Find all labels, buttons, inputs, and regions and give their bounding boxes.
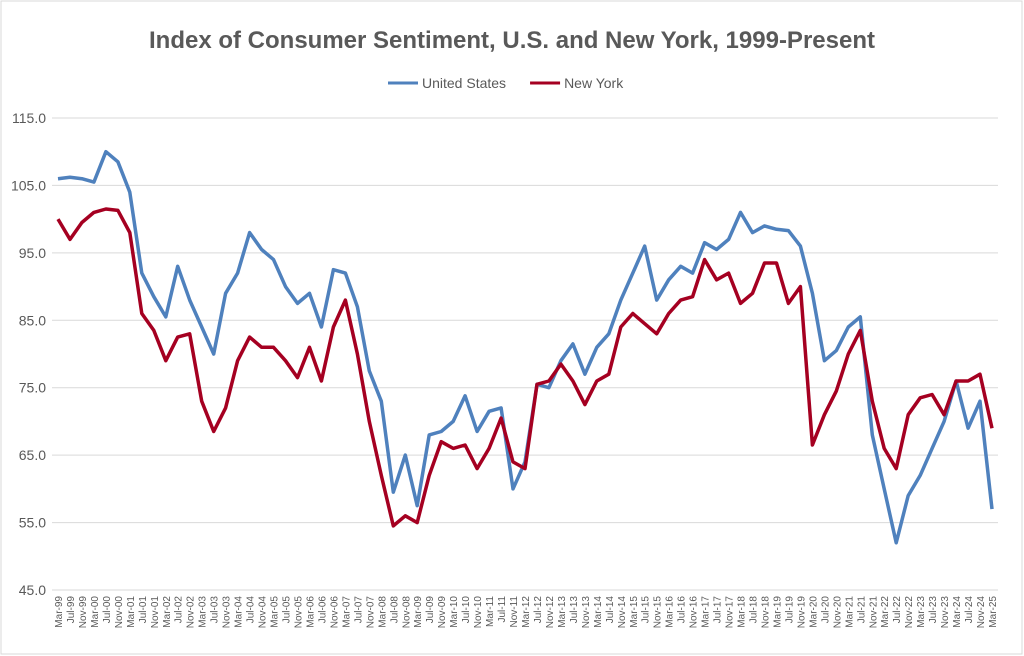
legend-label: New York [564, 75, 624, 91]
x-tick-label: Mar-21 [844, 596, 855, 628]
x-tick-label: Mar-18 [737, 596, 748, 628]
x-tick-label: Mar-02 [162, 596, 173, 628]
x-tick-label: Mar-16 [665, 596, 676, 628]
x-tick-label: Jul-17 [713, 596, 724, 624]
y-tick-label: 55.0 [19, 515, 46, 531]
x-tick-label: Nov-00 [114, 596, 125, 629]
x-tick-label: Nov-23 [940, 596, 951, 629]
x-tick-label: Mar-25 [988, 596, 999, 628]
x-tick-label: Nov-01 [150, 596, 161, 629]
x-tick-label: Nov-04 [258, 596, 269, 629]
x-tick-label: Mar-10 [449, 596, 460, 628]
x-tick-label: Nov-22 [904, 596, 915, 629]
x-tick-label: Nov-02 [186, 596, 197, 629]
x-tick-label: Jul-12 [533, 596, 544, 624]
x-tick-label: Nov-10 [473, 596, 484, 629]
x-tick-label: Mar-14 [593, 596, 604, 628]
x-tick-label: Mar-19 [772, 596, 783, 628]
x-tick-label: Jul-18 [749, 596, 760, 624]
x-tick-label: Jul-22 [892, 596, 903, 624]
x-tick-label: Nov-07 [365, 596, 376, 629]
x-tick-label: Jul-07 [353, 596, 364, 624]
y-tick-label: 65.0 [19, 447, 46, 463]
x-tick-label: Nov-99 [78, 596, 89, 629]
x-tick-label: Mar-08 [377, 596, 388, 628]
x-tick-label: Mar-13 [557, 596, 568, 628]
x-tick-label: Nov-14 [617, 596, 628, 629]
series-line [56, 207, 994, 528]
x-tick-label: Mar-01 [126, 596, 137, 628]
x-tick-label: Mar-06 [305, 596, 316, 628]
x-tick-label: Nov-19 [796, 596, 807, 629]
x-tick-label: Mar-07 [341, 596, 352, 628]
x-tick-label: Mar-20 [808, 596, 819, 628]
x-tick-label: Mar-04 [234, 596, 245, 628]
x-tick-label: Jul-11 [497, 596, 508, 623]
x-tick-label: Nov-12 [545, 596, 556, 629]
y-tick-label: 85.0 [19, 312, 46, 328]
x-tick-label: Jul-09 [425, 596, 436, 624]
y-tick-label: 115.0 [12, 110, 46, 126]
y-tick-label: 75.0 [19, 380, 46, 396]
x-tick-label: Jul-05 [282, 596, 293, 624]
x-tick-label: Nov-11 [509, 596, 520, 628]
x-tick-label: Mar-17 [701, 596, 712, 628]
x-tick-label: Mar-22 [880, 596, 891, 628]
x-tick-label: Nov-17 [725, 596, 736, 629]
x-tick-label: Jul-13 [569, 596, 580, 624]
x-tick-label: Mar-09 [413, 596, 424, 628]
x-tick-label: Mar-00 [90, 596, 101, 628]
x-tick-label: Nov-13 [581, 596, 592, 629]
x-tick-label: Nov-21 [868, 596, 879, 629]
x-tick-label: Mar-15 [629, 596, 640, 628]
x-tick-label: Jul-16 [677, 596, 688, 624]
y-tick-label: 45.0 [19, 582, 46, 598]
x-tick-label: Jul-99 [66, 596, 77, 624]
y-tick-label: 105.0 [11, 177, 46, 193]
y-tick-label: 95.0 [19, 245, 46, 261]
chart-title: Index of Consumer Sentiment, U.S. and Ne… [149, 27, 875, 54]
x-tick-label: Mar-03 [198, 596, 209, 628]
x-tick-label: Mar-23 [916, 596, 927, 628]
x-tick-label: Nov-15 [653, 596, 664, 629]
x-tick-label: Nov-06 [329, 596, 340, 629]
x-tick-label: Jul-21 [856, 596, 867, 624]
x-tick-label: Nov-09 [437, 596, 448, 629]
x-tick-label: Nov-20 [832, 596, 843, 629]
x-tick-label: Nov-08 [401, 596, 412, 629]
x-tick-label: Jul-15 [641, 596, 652, 624]
x-tick-label: Jul-01 [138, 596, 149, 624]
x-tick-label: Jul-04 [246, 596, 257, 624]
x-tick-label: Mar-05 [270, 596, 281, 628]
x-tick-label: Jul-23 [928, 596, 939, 624]
x-tick-label: Mar-24 [952, 596, 963, 628]
x-tick-label: Jul-06 [317, 596, 328, 624]
x-tick-label: Jul-20 [820, 596, 831, 624]
x-tick-label: Nov-05 [293, 596, 304, 629]
x-tick-label: Jul-14 [605, 596, 616, 624]
x-tick-label: Nov-24 [976, 596, 987, 629]
x-tick-label: Jul-08 [389, 596, 400, 624]
x-tick-label: Jul-19 [784, 596, 795, 624]
x-tick-label: Jul-00 [102, 596, 113, 624]
x-tick-label: Jul-03 [210, 596, 221, 624]
legend-label: United States [422, 75, 506, 91]
x-tick-label: Mar-11 [485, 596, 496, 627]
x-tick-label: Jul-24 [964, 596, 975, 624]
x-tick-label: Mar-99 [54, 596, 65, 628]
x-tick-label: Nov-03 [222, 596, 233, 629]
x-tick-label: Jul-02 [174, 596, 185, 624]
x-tick-label: Jul-10 [461, 596, 472, 624]
x-tick-label: Mar-12 [521, 596, 532, 628]
x-tick-label: Nov-16 [689, 596, 700, 629]
x-tick-label: Nov-18 [760, 596, 771, 629]
